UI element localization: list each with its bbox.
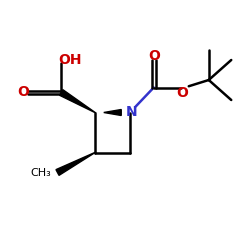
Text: O: O <box>176 86 188 100</box>
Polygon shape <box>60 90 96 113</box>
Text: O: O <box>148 48 160 62</box>
Polygon shape <box>104 110 121 116</box>
Text: O: O <box>17 86 29 100</box>
Text: OH: OH <box>58 53 82 67</box>
Polygon shape <box>56 152 96 175</box>
Text: CH₃: CH₃ <box>30 168 51 177</box>
Text: N: N <box>126 105 137 119</box>
